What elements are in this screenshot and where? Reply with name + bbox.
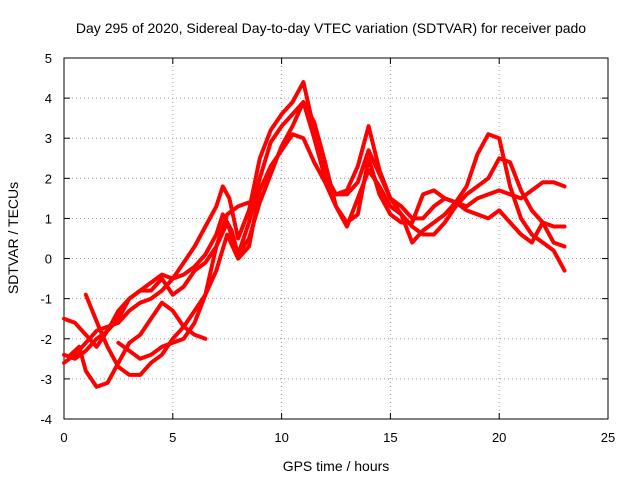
y-tick-label: -4 <box>40 412 52 427</box>
y-tick-label: 1 <box>45 211 52 226</box>
y-axis-label: SDTVAR / TECUs <box>5 182 21 294</box>
y-tick-label: 2 <box>45 171 52 186</box>
x-tick-label: 15 <box>383 430 397 445</box>
y-tick-label: 4 <box>45 91 52 106</box>
plot-frame <box>63 57 609 420</box>
x-axis-label: GPS time / hours <box>283 458 390 474</box>
grid <box>64 58 608 419</box>
x-tick-label: 25 <box>601 430 615 445</box>
series-line-trace-1 <box>62 80 567 349</box>
x-tick-label: 10 <box>274 430 288 445</box>
axis-ticks: 0 5 10 15 20 25 -4 -3 -2 -1 0 1 2 3 4 5 <box>40 51 615 445</box>
x-tick-label: 0 <box>60 430 67 445</box>
y-tick-label: -3 <box>40 372 52 387</box>
series-line-trace-2 <box>62 100 567 361</box>
y-tick-label: 3 <box>45 131 52 146</box>
chart-title: Day 295 of 2020, Sidereal Day-to-day VTE… <box>76 20 586 36</box>
series-line-trace-5 <box>68 300 208 389</box>
series-line-trace-4 <box>62 100 567 365</box>
data-series <box>62 80 567 389</box>
series-line-trace-3 <box>83 132 567 377</box>
x-tick-label: 20 <box>492 430 506 445</box>
y-tick-label: 5 <box>45 51 52 66</box>
y-tick-label: 0 <box>45 252 52 267</box>
y-tick-label: -2 <box>40 332 52 347</box>
y-tick-label: -1 <box>40 292 52 307</box>
series-line-trace-6 <box>116 200 251 361</box>
x-tick-label: 5 <box>169 430 176 445</box>
